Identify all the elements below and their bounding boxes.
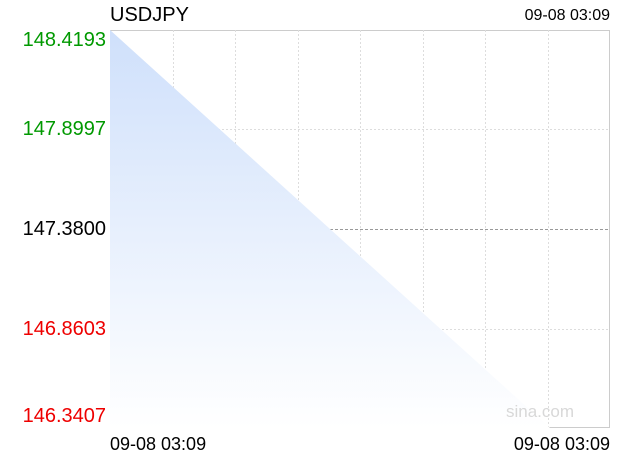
y-tick-label: 147.8997 <box>22 118 106 141</box>
watermark: sina.com <box>506 402 575 421</box>
x-tick-label-end: 09-08 03:09 <box>513 434 610 454</box>
y-tick-label: 146.8603 <box>22 317 106 340</box>
chart-title: USDJPY <box>110 4 189 26</box>
x-tick-label-start: 09-08 03:09 <box>110 434 207 454</box>
y-tick-label: 147.3800 <box>22 218 106 240</box>
y-tick-label: 148.4193 <box>22 29 106 51</box>
series-area <box>110 30 550 428</box>
chart-timestamp: 09-08 03:09 <box>524 7 610 24</box>
y-tick-label: 146.3407 <box>22 405 106 427</box>
